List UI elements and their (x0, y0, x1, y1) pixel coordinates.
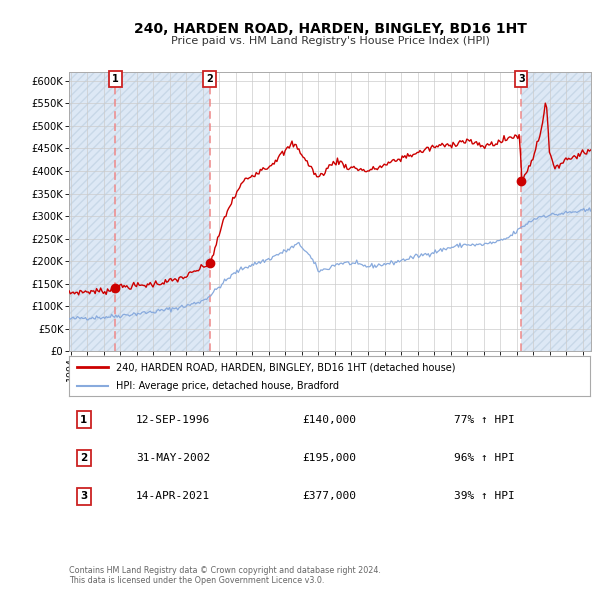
Text: 1: 1 (80, 415, 87, 425)
Text: £140,000: £140,000 (302, 415, 356, 425)
Text: 14-APR-2021: 14-APR-2021 (136, 491, 210, 502)
Bar (69, 72, 115, 351)
Bar (115, 72, 209, 351)
Text: 39% ↑ HPI: 39% ↑ HPI (454, 491, 515, 502)
Text: 12-SEP-1996: 12-SEP-1996 (136, 415, 210, 425)
Bar (521, 72, 591, 351)
Text: £377,000: £377,000 (302, 491, 356, 502)
Text: Contains HM Land Registry data © Crown copyright and database right 2024.
This d: Contains HM Land Registry data © Crown c… (69, 566, 381, 585)
Text: £195,000: £195,000 (302, 453, 356, 463)
Text: 2: 2 (206, 74, 213, 84)
Text: 3: 3 (518, 74, 524, 84)
Bar (521, 72, 591, 351)
Text: 77% ↑ HPI: 77% ↑ HPI (454, 415, 515, 425)
Bar (69, 72, 115, 351)
Text: 1: 1 (112, 74, 119, 84)
Text: 96% ↑ HPI: 96% ↑ HPI (454, 453, 515, 463)
Text: 31-MAY-2002: 31-MAY-2002 (136, 453, 210, 463)
Bar (115, 72, 209, 351)
Text: 240, HARDEN ROAD, HARDEN, BINGLEY, BD16 1HT: 240, HARDEN ROAD, HARDEN, BINGLEY, BD16 … (134, 22, 526, 36)
Text: 240, HARDEN ROAD, HARDEN, BINGLEY, BD16 1HT (detached house): 240, HARDEN ROAD, HARDEN, BINGLEY, BD16 … (116, 362, 455, 372)
Text: Price paid vs. HM Land Registry's House Price Index (HPI): Price paid vs. HM Land Registry's House … (170, 36, 490, 46)
Text: 3: 3 (80, 491, 87, 502)
Text: HPI: Average price, detached house, Bradford: HPI: Average price, detached house, Brad… (116, 381, 339, 391)
Text: 2: 2 (80, 453, 87, 463)
